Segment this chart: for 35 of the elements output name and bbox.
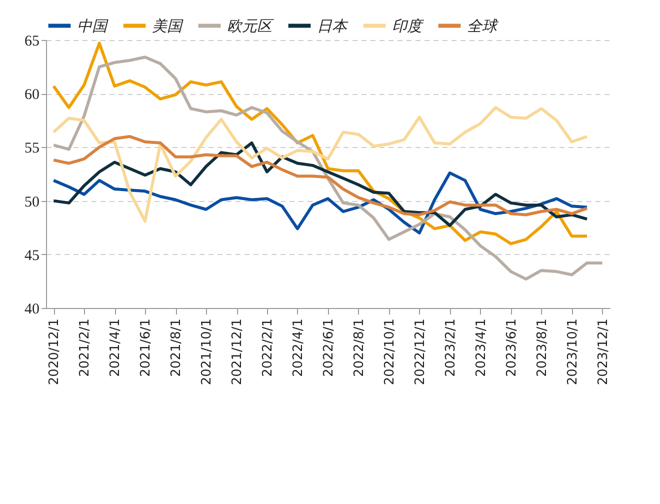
x-tick-label: 2023/8/1 xyxy=(534,318,550,377)
legend-label: 欧元区 xyxy=(227,16,275,35)
x-tick-label: 2022/6/1 xyxy=(321,318,336,377)
line-series xyxy=(52,106,589,223)
legend-label: 全球 xyxy=(466,16,499,35)
x-tick-label: 2023/4/1 xyxy=(474,318,489,377)
y-tick-label: 50 xyxy=(24,194,40,210)
x-tick-label: 2021/6/1 xyxy=(138,318,154,377)
x-tick-label: 2023/12/1 xyxy=(596,318,611,386)
line-series xyxy=(52,171,589,234)
line-series xyxy=(52,56,604,281)
y-tick-label: 65 xyxy=(24,34,40,50)
x-tick-label: 2021/2/1 xyxy=(78,318,93,377)
y-tick-label: 55 xyxy=(24,140,40,157)
x-tick-label: 2022/10/1 xyxy=(382,318,398,386)
legend-label: 中国 xyxy=(77,16,109,35)
legend-label: 印度 xyxy=(392,16,425,35)
x-tick-label: 2022/12/1 xyxy=(412,318,428,386)
x-tick-label: 2020/12/1 xyxy=(47,318,62,386)
x-tick-label: 2021/4/1 xyxy=(108,318,124,377)
y-tick-label: 40 xyxy=(24,302,40,318)
x-tick-label: 2022/8/1 xyxy=(352,318,367,377)
x-tick-label: 2023/2/1 xyxy=(443,318,458,377)
line-series xyxy=(52,134,589,216)
legend-label: 日本 xyxy=(316,16,349,35)
x-tick-label: 2023/10/1 xyxy=(565,318,580,386)
x-tick-label: 2021/10/1 xyxy=(200,318,215,386)
x-tick-label: 2021/12/1 xyxy=(230,318,245,386)
y-tick-label: 60 xyxy=(24,87,40,104)
x-tick-label: 2022/4/1 xyxy=(290,318,306,377)
x-tick-label: 2021/8/1 xyxy=(169,318,184,377)
x-tick-label: 2023/6/1 xyxy=(504,318,520,377)
x-tick-label: 2022/2/1 xyxy=(260,318,276,377)
y-tick-label: 45 xyxy=(24,248,40,264)
legend-label: 美国 xyxy=(152,16,184,35)
